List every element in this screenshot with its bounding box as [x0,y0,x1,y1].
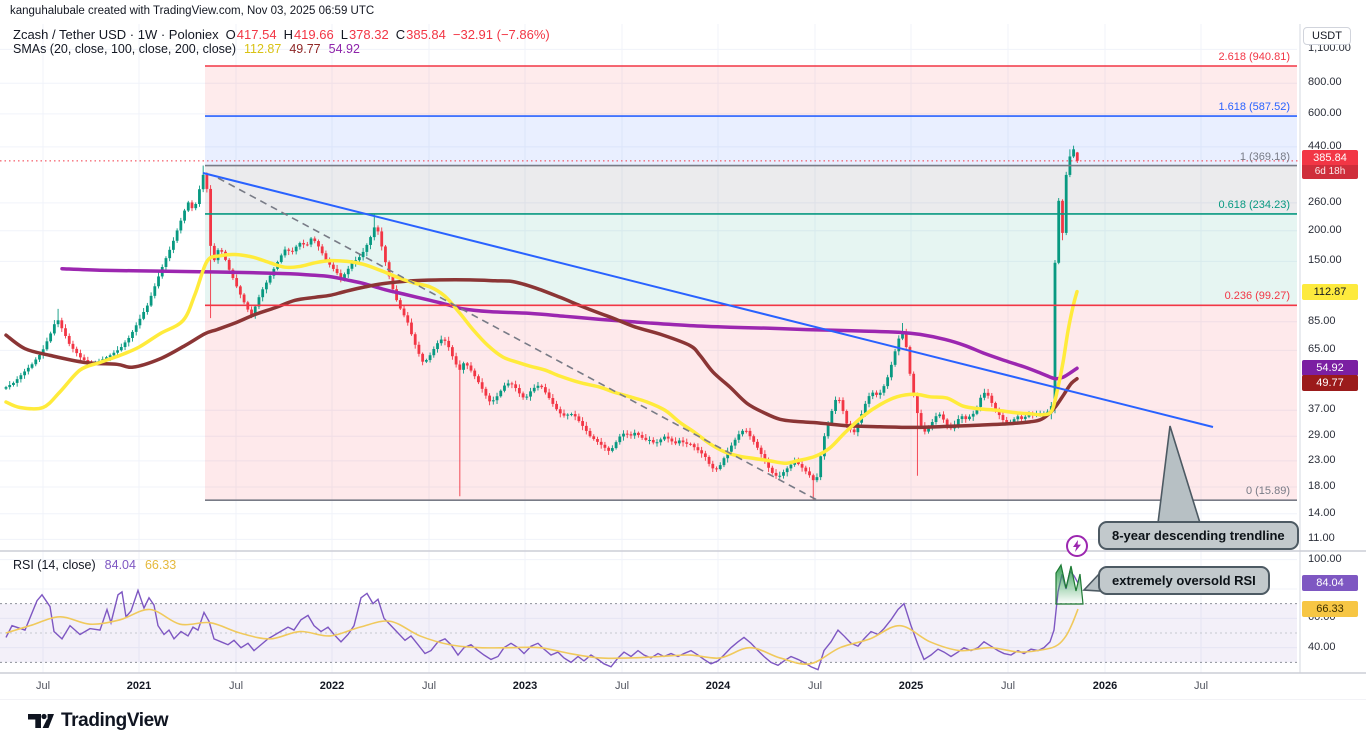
price-badge: 385.84 6d 18h [1302,150,1358,179]
fib-retracement-bands[interactable] [205,66,1297,501]
sma-legend-label[interactable]: SMAs (20, close, 100, close, 200, close) [13,42,237,56]
time-axis-label: 2024 [705,680,731,692]
fib-level-label: 0 (15.89) [1245,485,1290,498]
currency-toggle-button[interactable]: USDT [1303,27,1351,45]
price-scale-label: 800.00 [1308,76,1342,89]
rsi-scale-label: 40.00 [1308,640,1336,653]
rsi-legend-label[interactable]: RSI (14, close) [13,558,96,572]
price-badge: 112.87 [1302,284,1358,300]
time-axis-label: 2026 [1092,680,1118,692]
price-scale-label: 23.00 [1308,453,1336,466]
price-badge: 54.92 [1302,360,1358,376]
rsi-bands [0,603,1297,663]
ohlc-key: L [340,27,348,42]
attribution-text: kanguhalubale created with TradingView.c… [10,5,375,17]
symbol-legend-row[interactable]: Zcash / Tether USD · 1W · Poloniex O417.5… [13,27,550,42]
sma20-line [4,252,1079,465]
time-axis-label: 2025 [898,680,924,692]
ohlc-key: C [395,27,406,42]
rsi-line [5,569,1079,671]
time-axis-label: Jul [614,680,630,692]
rsi-legend-values: 84.04 66.33 [96,558,177,572]
price-scale-label: 440.00 [1308,139,1342,152]
time-axis-label: 2022 [319,680,345,692]
fib-level-label: 0.618 (234.23) [1218,198,1290,211]
fib-level-label: 0.236 (99.27) [1224,290,1290,303]
callout-trendline[interactable]: 8-year descending trendline [1098,521,1299,550]
callout-oversold-rsi[interactable]: extremely oversold RSI [1098,566,1270,595]
sma200-line [60,266,1079,381]
fib-level-label: 2.618 (940.81) [1218,51,1290,63]
sma-value: 49.77 [289,42,321,56]
price-scale-label: 11.00 [1308,532,1335,545]
ohlc-value: 417.54 [236,27,277,42]
price-scale-label: 600.00 [1308,106,1342,119]
price-badge: 49.77 [1302,375,1358,391]
price-badge: 66.33 [1302,601,1358,617]
fib-level-label: 1.618 (587.52) [1218,101,1290,114]
legend-ohlc: O417.54 H419.66 L378.32 C385.84 [219,27,446,42]
time-axis-label: Jul [421,680,437,692]
sma-legend-values: 112.87 49.77 54.92 [236,42,360,56]
price-scale-label: 14.00 [1308,506,1336,519]
ohlc-value: 378.32 [348,27,389,42]
lightning-bolt-glyph [1073,540,1081,552]
bottom-bar [0,700,1366,747]
candlestick-series [4,145,1079,501]
price-scale-label: 1,100.00 [1308,42,1351,55]
sma-legend-row[interactable]: SMAs (20, close, 100, close, 200, close)… [13,42,360,56]
sma-value: 54.92 [328,42,360,56]
price-scale-label: 260.00 [1308,195,1342,208]
rsi-value: 66.33 [144,558,177,572]
price-scale-label: 29.00 [1308,429,1336,442]
ohlc-value: 385.84 [406,27,446,42]
lightning-icon[interactable] [1066,535,1088,557]
price-badge: 84.04 [1302,575,1358,591]
fib-level-label: 1 (369.18) [1239,150,1290,163]
time-axis-label: Jul [35,680,51,692]
green-arrow-highlight[interactable] [1055,563,1084,605]
ohlc-value: 419.66 [293,27,334,42]
time-axis-label: Jul [1193,680,1209,692]
sma-value: 112.87 [244,42,282,56]
rsi-scale-label: 100.00 [1308,552,1342,565]
rsi-legend-row[interactable]: RSI (14, close) 84.04 66.33 [13,558,176,572]
time-axis-label: 2021 [126,680,152,692]
symbol-title[interactable]: Zcash / Tether USD · 1W · Poloniex [13,27,219,42]
tradingview-logo-text: TradingView [61,710,169,731]
time-axis-label: 2023 [512,680,538,692]
time-axis-label: Jul [1000,680,1016,692]
dashed-guide-line[interactable] [217,177,818,501]
tradingview-logo-icon [28,713,54,728]
price-scale-label: 18.00 [1308,479,1336,492]
price-scale-label: 85.00 [1308,314,1336,327]
rsi-ma-line [5,608,1079,665]
sma-lines [4,252,1079,465]
price-scale-label: 150.00 [1308,254,1342,267]
ohlc-key: O [225,27,236,42]
fib-lines[interactable] [205,65,1297,502]
time-axis-label: Jul [807,680,823,692]
price-scale-label: 200.00 [1308,223,1342,236]
price-scale-label: 37.00 [1308,403,1336,416]
ohlc-key: H [283,27,293,42]
legend-change: −32.91 (−7.86%) [452,27,550,42]
price-scale-label: 65.00 [1308,343,1336,356]
sma100-line [4,278,1079,430]
countdown-timer: 6d 18h [1302,165,1358,179]
rsi-value: 84.04 [104,558,136,572]
time-axis-label: Jul [228,680,244,692]
tradingview-logo[interactable]: TradingView [27,710,169,732]
descending-trendline[interactable] [202,172,1214,428]
